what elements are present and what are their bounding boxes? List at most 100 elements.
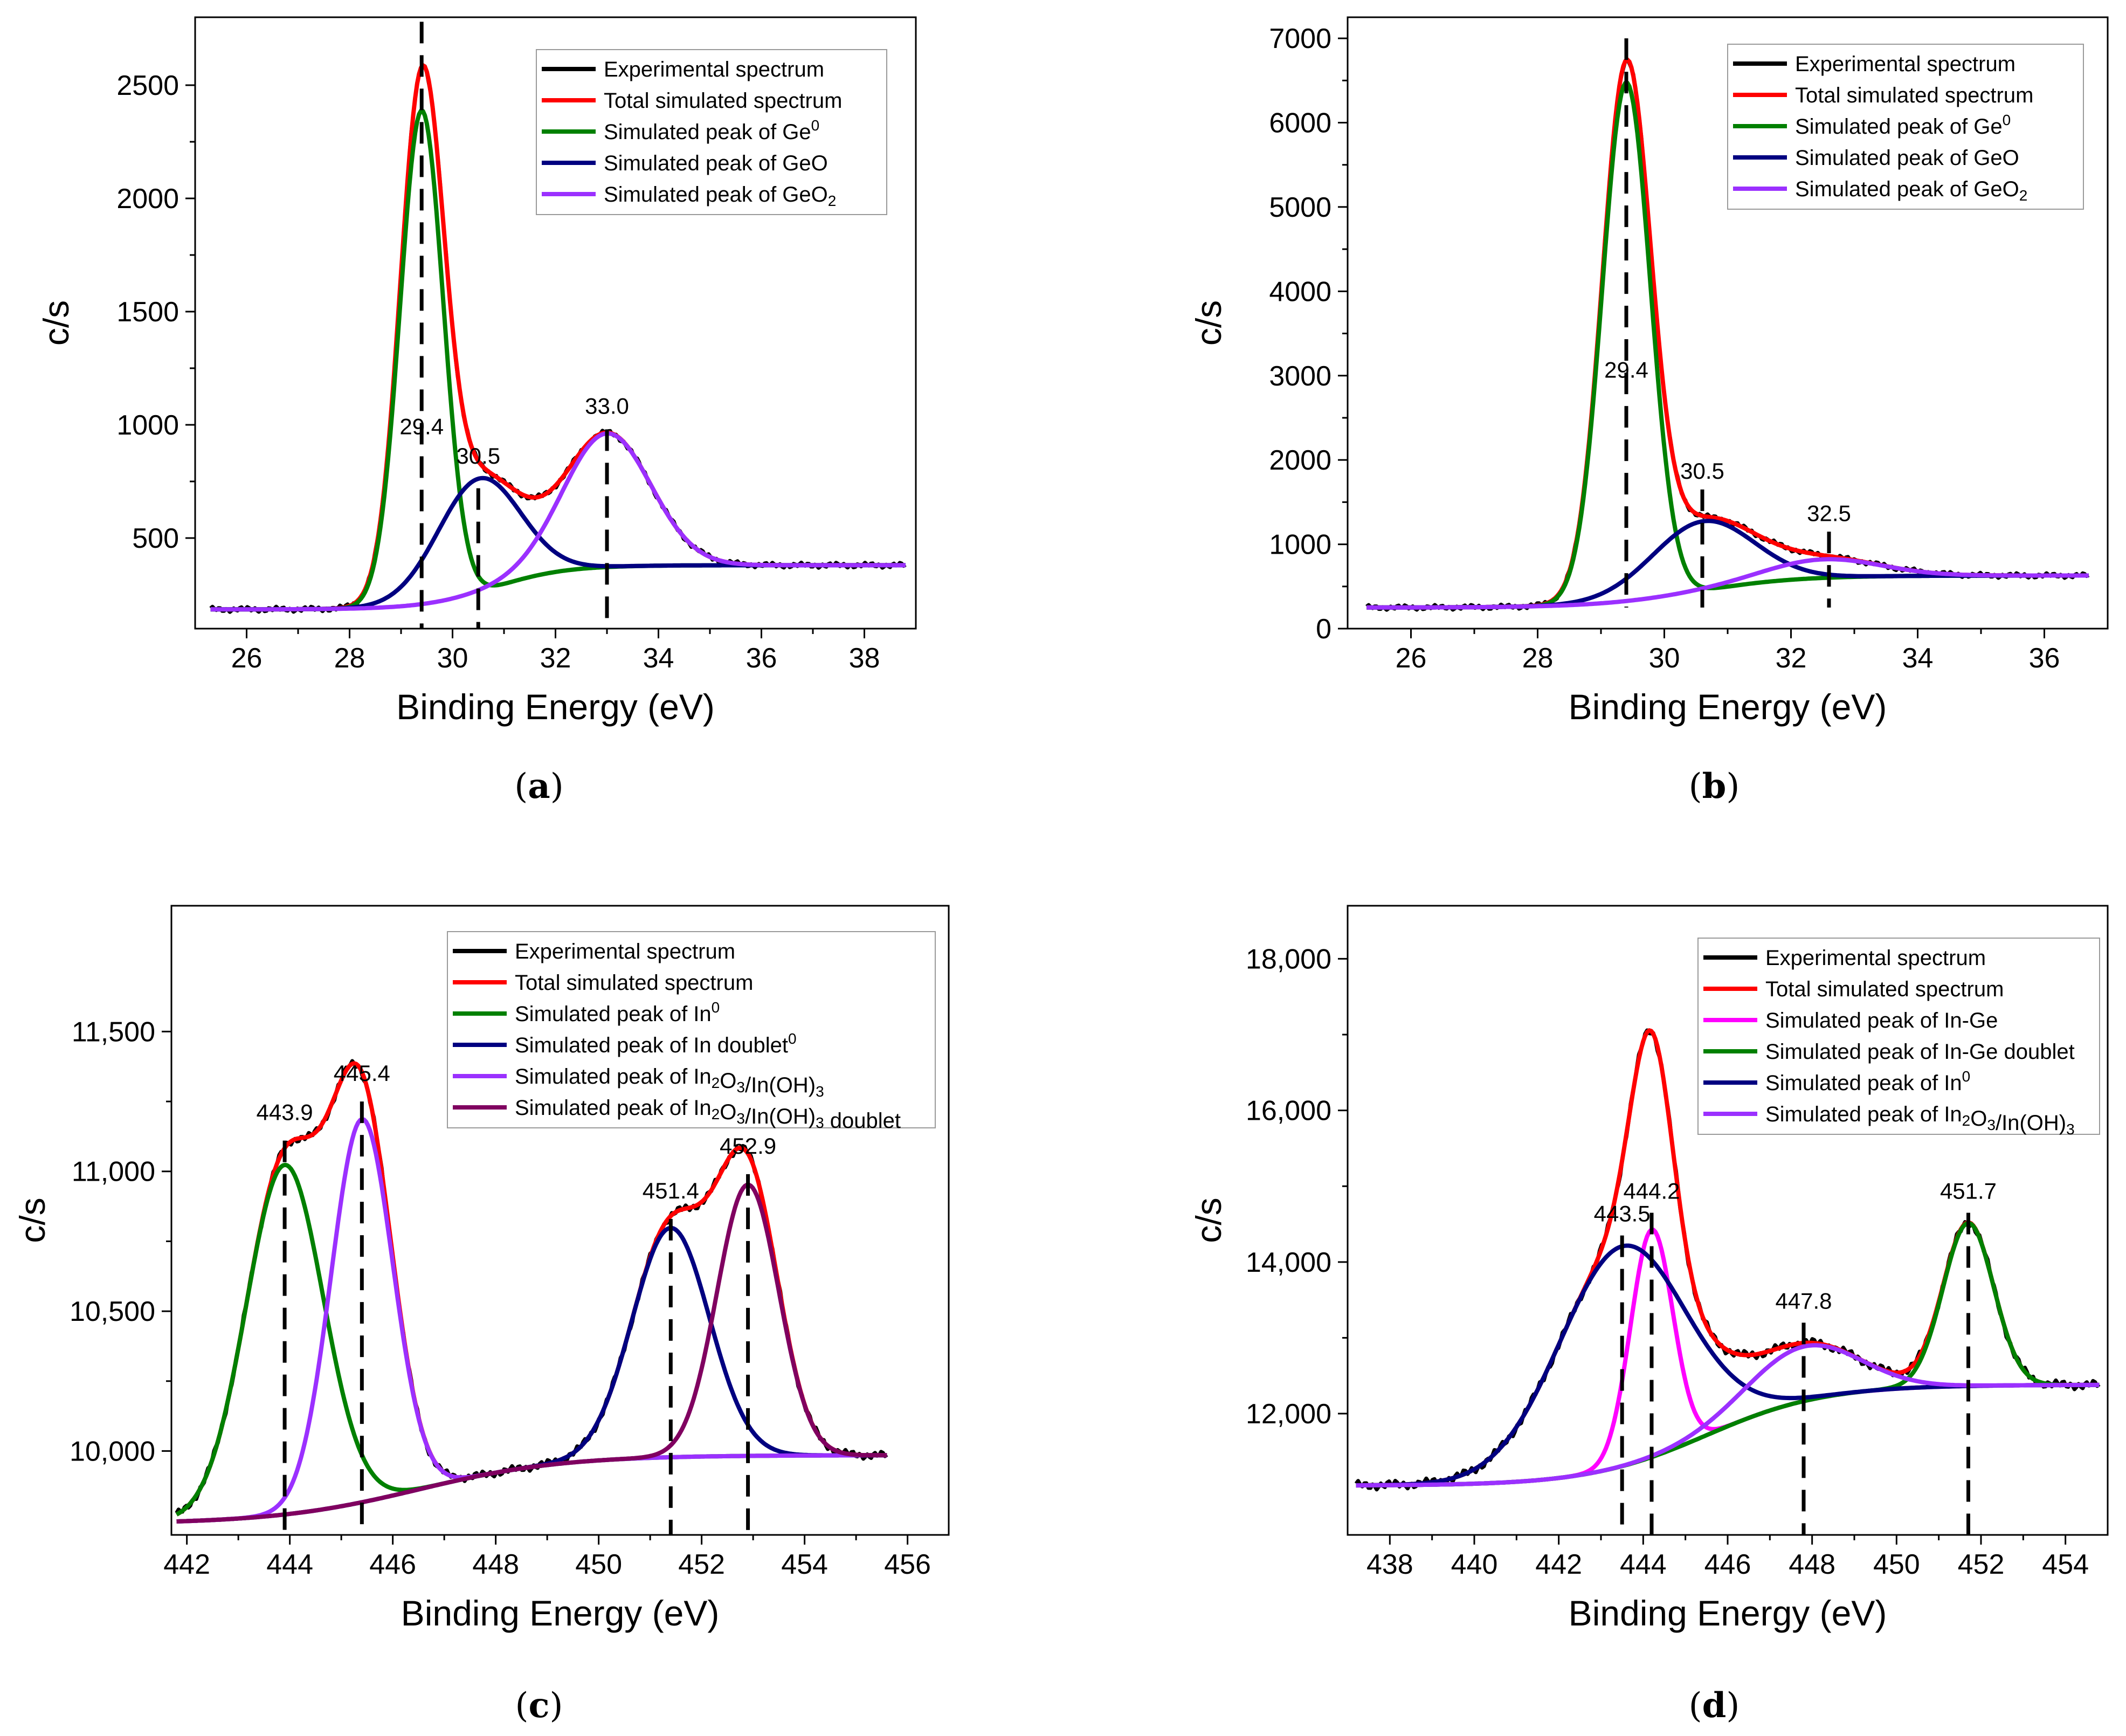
chart-panel-b: 29.4 30.5 32.5 26 28 30 32 34 36 0 1000 2000 3000 400…	[1189, 16, 2109, 727]
x-tick-label-a-3: 32	[540, 643, 571, 674]
legend-label-d-1: Total simulated spectrum	[1765, 977, 2004, 1001]
chart-panel-a: 29.4 30.5 33.0 26 28 30 32 34 36 38 500 1000 1500 200…	[36, 16, 917, 727]
x-tick-label-c-1: 444	[266, 1549, 313, 1580]
peak-label-d-1: 444.2	[1623, 1178, 1680, 1203]
legend-label-b-2: Simulated peak of Ge0	[1795, 112, 2011, 139]
x-tick-label-b-1: 28	[1522, 643, 1554, 674]
y-axis-title-c: c/s	[12, 1197, 52, 1243]
y-axis-title-a: c/s	[36, 300, 76, 346]
x-tick-label-c-3: 448	[472, 1549, 519, 1580]
x-tick-label-a-4: 34	[643, 643, 674, 674]
plot-area-d	[1354, 1028, 2101, 1492]
peak-label-c-2: 451.4	[643, 1178, 699, 1203]
legend-b: Experimental spectrum Total simulated spe…	[1727, 44, 2084, 210]
x-tick-label-a-5: 36	[746, 643, 777, 674]
legend-label-c-5: Simulated peak of In2O3/In(OH)3 doublet	[515, 1096, 901, 1133]
y-axis-title-d: c/s	[1189, 1197, 1228, 1243]
y-tick-label-a-1: 1000	[116, 410, 179, 441]
legend-label-a-4: Simulated peak of GeO2	[604, 183, 836, 209]
y-tick-label-b-1: 1000	[1269, 529, 1331, 561]
series-line-b-4	[1366, 557, 2089, 610]
x-tick-label-c-0: 442	[163, 1549, 210, 1580]
plot-frame-c	[170, 905, 950, 1536]
legend-label-a-1: Total simulated spectrum	[604, 89, 842, 113]
x-tick-label-b-0: 26	[1396, 643, 1427, 674]
legend-label-a-0: Experimental spectrum	[604, 58, 824, 81]
x-tick-label-b-4: 34	[1902, 643, 1934, 674]
x-axis-title-c: Binding Energy (eV)	[401, 1593, 720, 1633]
x-axis-title-a: Binding Energy (eV)	[396, 687, 715, 727]
x-tick-label-d-8: 454	[2042, 1549, 2089, 1580]
plot-area-c	[175, 1059, 888, 1524]
legend-label-d-4: Simulated peak of In0	[1765, 1068, 1970, 1095]
x-tick-label-d-6: 450	[1873, 1549, 1920, 1580]
legend-label-d-5: Simulated peak of In2O3/In(OH)3	[1765, 1103, 2075, 1138]
legend-box-c	[447, 931, 936, 1128]
legend-a: Experimental spectrum Total simulated spe…	[536, 49, 887, 215]
legend-box-d	[1697, 938, 2100, 1135]
legend-label-b-1: Total simulated spectrum	[1795, 84, 2033, 107]
x-tick-label-d-7: 452	[1958, 1549, 2005, 1580]
y-tick-label-b-7: 7000	[1269, 23, 1331, 54]
x-axis-title-d: Binding Energy (eV)	[1569, 1593, 1887, 1633]
legend-label-d-2: Simulated peak of In-Ge	[1765, 1009, 1998, 1032]
y-tick-label-b-6: 6000	[1269, 108, 1331, 139]
legend-label-c-4: Simulated peak of In2O3/In(OH)3	[515, 1065, 824, 1100]
y-tick-label-c-1: 10,500	[70, 1296, 155, 1327]
x-tick-label-c-5: 452	[678, 1549, 725, 1580]
peak-label-c-0: 443.9	[257, 1100, 313, 1125]
x-tick-label-c-2: 446	[369, 1549, 416, 1580]
y-tick-label-a-2: 1500	[116, 297, 179, 328]
y-tick-label-b-2: 2000	[1269, 445, 1331, 476]
legend-label-b-0: Experimental spectrum	[1795, 52, 2015, 76]
peak-label-d-0: 443.5	[1594, 1201, 1651, 1227]
x-tick-label-d-1: 440	[1451, 1549, 1498, 1580]
peak-label-b-0: 29.4	[1604, 357, 1648, 382]
x-tick-label-c-7: 456	[884, 1549, 931, 1580]
panel-caption-d: (d)	[1689, 1685, 1740, 1726]
x-tick-label-a-2: 30	[437, 643, 468, 674]
plot-area-a	[209, 63, 907, 614]
panel-letter-c: c	[529, 1685, 550, 1726]
legend-d: Experimental spectrum Total simulated spe…	[1697, 938, 2100, 1138]
panel-caption-b: (b)	[1689, 766, 1740, 807]
panel-caption-c: (c)	[515, 1685, 563, 1726]
peak-label-a-2: 33.0	[585, 394, 629, 419]
series-line-d-5	[1356, 1343, 2100, 1488]
legend-label-c-2: Simulated peak of In0	[515, 999, 720, 1026]
x-tick-label-b-2: 30	[1649, 643, 1680, 674]
y-tick-label-a-4: 2500	[116, 70, 179, 101]
peak-label-a-1: 30.5	[456, 443, 500, 469]
peak-label-c-1: 445.4	[334, 1060, 390, 1086]
chart-panel-c: 443.9 445.4 451.4 452.9 442 444 446 448 450 452 45…	[12, 905, 950, 1633]
y-tick-label-b-3: 3000	[1269, 361, 1331, 392]
panel-letter-b: b	[1702, 766, 1727, 807]
y-tick-label-c-2: 11,000	[72, 1156, 155, 1188]
y-tick-label-a-0: 500	[132, 523, 179, 554]
y-tick-label-d-1: 14,000	[1246, 1247, 1331, 1278]
panel-caption-a: (a)	[514, 766, 563, 807]
x-tick-label-d-3: 444	[1620, 1549, 1667, 1580]
legend-label-c-3: Simulated peak of In doublet0	[515, 1030, 797, 1057]
x-tick-label-a-0: 26	[231, 643, 263, 674]
peak-label-b-1: 30.5	[1680, 458, 1724, 484]
x-axis-title-b: Binding Energy (eV)	[1569, 687, 1887, 727]
legend-label-a-3: Simulated peak of GeO	[604, 151, 828, 175]
x-tick-label-a-6: 38	[849, 643, 880, 674]
peak-label-d-2: 447.8	[1775, 1288, 1832, 1313]
plot-area-b	[1365, 57, 2090, 612]
x-tick-label-d-4: 446	[1704, 1549, 1751, 1580]
legend-label-d-0: Experimental spectrum	[1765, 946, 1986, 970]
x-tick-label-c-6: 454	[781, 1549, 828, 1580]
y-tick-label-b-4: 4000	[1269, 276, 1331, 307]
y-tick-label-b-0: 0	[1316, 614, 1331, 645]
y-tick-label-c-3: 11,500	[72, 1016, 155, 1048]
y-tick-label-a-3: 2000	[116, 183, 179, 215]
x-tick-label-b-5: 36	[2029, 643, 2060, 674]
x-tick-label-a-1: 28	[334, 643, 365, 674]
legend-label-a-2: Simulated peak of Ge0	[604, 117, 819, 144]
series-line-a-4	[210, 431, 906, 612]
panel-letter-d: d	[1702, 1685, 1727, 1726]
